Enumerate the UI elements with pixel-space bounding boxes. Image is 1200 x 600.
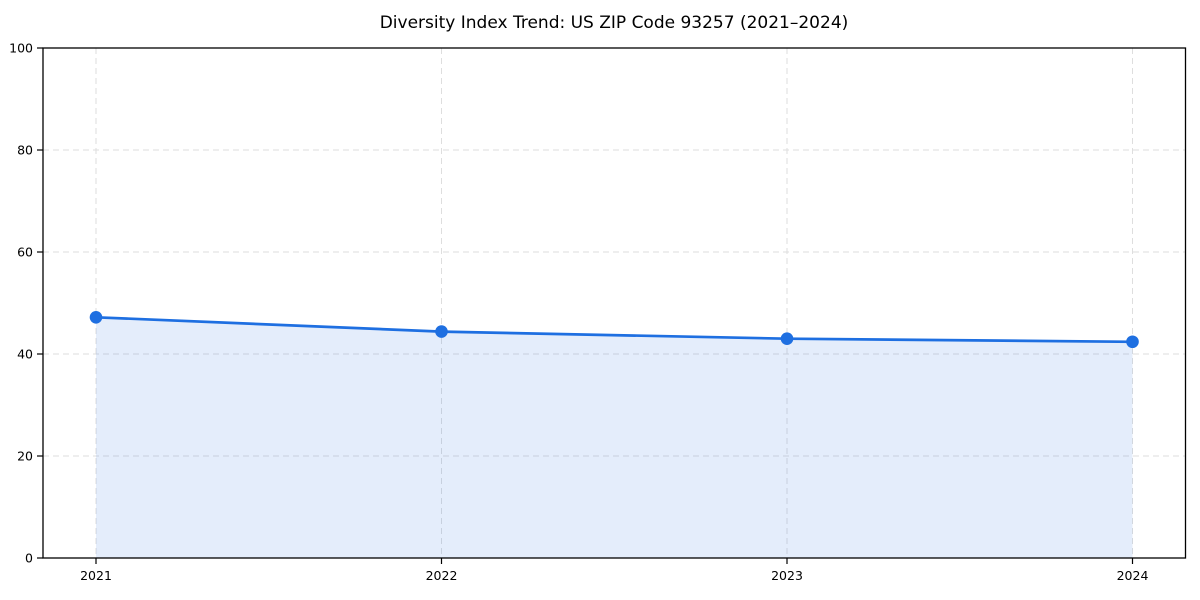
x-tick-label: 2023 [771,568,803,583]
axes-frame-group [42,47,1187,559]
data-point-marker [1126,335,1139,349]
data-point-marker [780,332,794,346]
area-fill [96,317,1133,558]
x-tick-label: 2022 [426,568,458,583]
data-point-marker [435,325,448,338]
data-point-marker [89,310,103,324]
trend-line [94,315,1134,344]
axes-frame [42,47,1187,559]
y-tick-label: 20 [17,449,33,464]
x-tick-label: 2024 [1117,568,1149,583]
chart-title: Diversity Index Trend: US ZIP Code 93257… [379,13,849,33]
y-tick-label: 80 [17,143,33,158]
y-tick-label: 100 [9,41,33,56]
tick-labels-group: 0 20 40 60 80 100 2021 2022 2023 2024 [9,41,1148,584]
y-tick-label: 40 [17,347,33,362]
y-tick-label: 0 [25,551,33,566]
trend-line-group [94,315,1134,344]
tick-marks-group [37,47,1134,564]
data-points-group [89,310,1139,349]
y-tick-label: 60 [17,245,33,260]
x-tick-label: 2021 [80,568,112,583]
area-fill-group [96,317,1133,558]
